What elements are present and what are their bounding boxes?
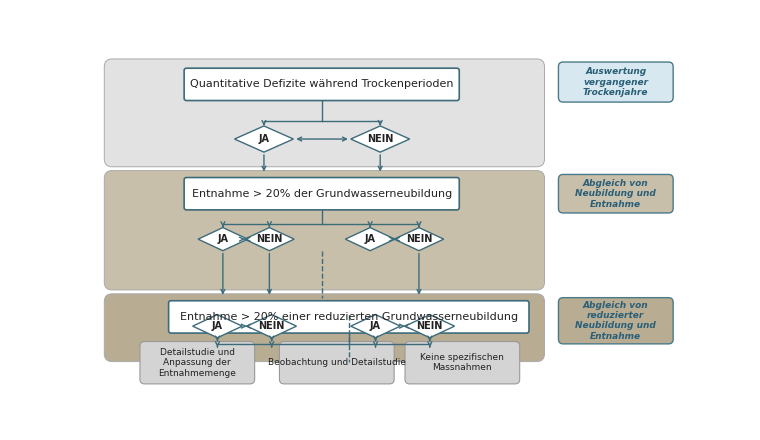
Text: Entnahme > 20% der Grundwasserneubildung: Entnahme > 20% der Grundwasserneubildung xyxy=(192,189,451,199)
Text: NEIN: NEIN xyxy=(258,321,285,331)
FancyBboxPatch shape xyxy=(169,301,529,333)
FancyBboxPatch shape xyxy=(559,62,673,102)
Text: Abgleich von
Neubildung und
Entnahme: Abgleich von Neubildung und Entnahme xyxy=(575,179,656,209)
Polygon shape xyxy=(394,227,444,251)
Polygon shape xyxy=(245,227,294,251)
Polygon shape xyxy=(345,227,395,251)
FancyBboxPatch shape xyxy=(559,297,673,344)
Text: Auswertung
vergangener
Trockenjahre: Auswertung vergangener Trockenjahre xyxy=(583,67,648,97)
Polygon shape xyxy=(405,315,454,338)
Text: NEIN: NEIN xyxy=(416,321,443,331)
Polygon shape xyxy=(192,315,242,338)
FancyBboxPatch shape xyxy=(184,68,459,100)
FancyBboxPatch shape xyxy=(104,171,544,290)
FancyBboxPatch shape xyxy=(140,341,255,384)
Text: Entnahme > 20% einer reduzierten Grundwasserneubildung: Entnahme > 20% einer reduzierten Grundwa… xyxy=(180,312,518,322)
FancyBboxPatch shape xyxy=(104,294,544,362)
Polygon shape xyxy=(198,227,248,251)
Text: Beobachtung und Detailstudie: Beobachtung und Detailstudie xyxy=(268,358,406,367)
Text: JA: JA xyxy=(212,321,223,331)
Polygon shape xyxy=(247,315,296,338)
Polygon shape xyxy=(351,126,410,152)
Polygon shape xyxy=(351,315,401,338)
FancyBboxPatch shape xyxy=(405,341,520,384)
Text: Quantitative Defizite während Trockenperioden: Quantitative Defizite während Trockenper… xyxy=(190,79,454,89)
Text: Keine spezifischen
Massnahmen: Keine spezifischen Massnahmen xyxy=(420,353,505,372)
Text: Detailstudie und
Anpassung der
Entnahmemenge: Detailstudie und Anpassung der Entnahmem… xyxy=(158,348,236,378)
Text: NEIN: NEIN xyxy=(256,234,283,244)
Text: JA: JA xyxy=(370,321,381,331)
Polygon shape xyxy=(235,126,293,152)
FancyBboxPatch shape xyxy=(184,177,459,210)
FancyBboxPatch shape xyxy=(104,59,544,167)
FancyBboxPatch shape xyxy=(280,341,394,384)
Text: JA: JA xyxy=(365,234,375,244)
Text: NEIN: NEIN xyxy=(367,134,394,144)
Text: Abgleich von
reduzierter
Neubildung und
Entnahme: Abgleich von reduzierter Neubildung und … xyxy=(575,301,656,341)
Text: JA: JA xyxy=(217,234,228,244)
FancyBboxPatch shape xyxy=(559,174,673,213)
Text: JA: JA xyxy=(258,134,270,144)
Text: NEIN: NEIN xyxy=(406,234,432,244)
